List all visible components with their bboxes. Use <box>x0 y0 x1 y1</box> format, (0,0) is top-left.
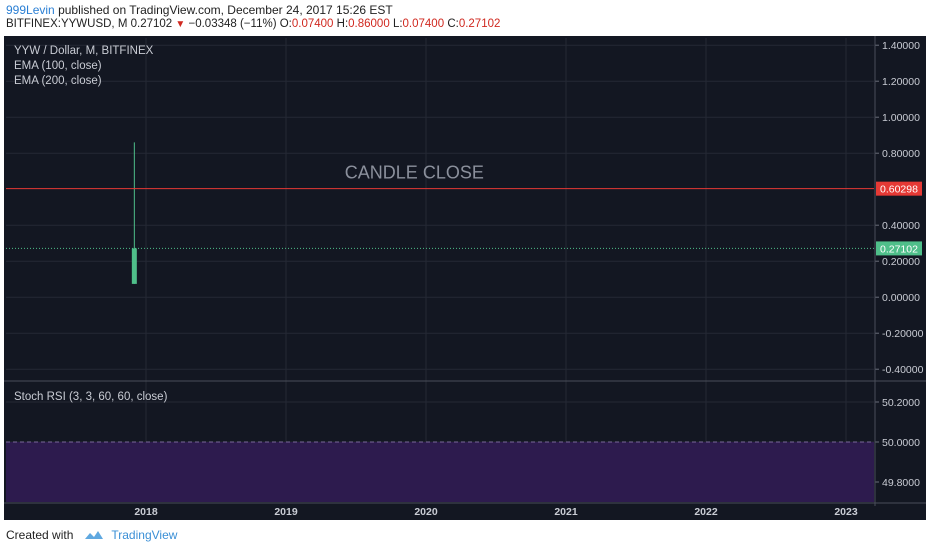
last-price-label-bg <box>876 241 922 256</box>
x-axis[interactable]: 2018 2019 2020 2021 2022 2023 <box>134 506 858 518</box>
close-value: 0.27102 <box>458 18 501 30</box>
y-tick-label: 0.20000 <box>882 256 920 268</box>
candle-series <box>131 142 137 284</box>
y-tick-label: 1.00000 <box>882 112 920 124</box>
publish-info: 999Levin published on TradingView.com, D… <box>6 3 393 17</box>
footer: Created with TradingView <box>6 528 177 542</box>
legend-ema-100[interactable]: EMA (100, close) <box>14 60 102 72</box>
x-tick-label: 2022 <box>694 506 718 518</box>
rsi-tick-label: 50.0000 <box>882 437 920 449</box>
tradingview-link[interactable]: TradingView <box>111 528 178 542</box>
last-price: 0.27102 <box>130 18 173 30</box>
x-tick-label: 2021 <box>554 506 578 518</box>
y-tick-label: 1.20000 <box>882 76 920 88</box>
legend-stoch-rsi[interactable]: Stoch RSI (3, 3, 60, 60, close) <box>14 391 168 403</box>
candle-body <box>131 248 137 284</box>
y-tick-label: 0.80000 <box>882 148 920 160</box>
legend-ema-200[interactable]: EMA (200, close) <box>14 75 102 87</box>
main-pane <box>6 38 874 380</box>
y-tick-label: 1.40000 <box>882 40 920 52</box>
low-label: L: <box>392 18 403 30</box>
x-tick-label: 2020 <box>414 506 438 518</box>
rsi-band <box>6 442 874 502</box>
price-change: −0.03348 (−11%) <box>188 18 277 30</box>
rsi-pane <box>6 401 874 502</box>
rsi-tick-label: 49.8000 <box>882 477 920 489</box>
close-label: C: <box>447 18 459 30</box>
down-triangle-icon: ▼ <box>175 19 186 30</box>
created-with-text: Created with <box>6 528 74 542</box>
main-grid <box>6 38 874 502</box>
price-lines <box>6 188 874 249</box>
low-value: 0.07400 <box>402 18 445 30</box>
x-tick-label: 2023 <box>834 506 858 518</box>
x-tick-label: 2018 <box>134 506 158 518</box>
hline-price-label: 0.60298 <box>880 184 918 196</box>
last-price-label: 0.27102 <box>880 243 918 255</box>
y-axis-rsi[interactable]: 50.2000 50.0000 49.8000 <box>875 397 920 489</box>
y-tick-label: -0.20000 <box>882 328 924 340</box>
y-tick-label: 0.00000 <box>882 292 920 304</box>
legend-symbol[interactable]: YYW / Dollar, M, BITFINEX <box>14 45 154 57</box>
chart-canvas[interactable]: 1.40000 1.20000 1.00000 0.80000 0.40000 0.200… <box>0 36 932 520</box>
ohlc-bar: BITFINEX:YYWUSD, M 0.27102 ▼ −0.03348 (−… <box>6 18 500 30</box>
candle-close-annotation[interactable]: CANDLE CLOSE <box>345 162 484 182</box>
published-text: published on TradingView.com, December 2… <box>58 3 393 17</box>
rsi-tick-label: 50.2000 <box>882 397 920 409</box>
high-value: 0.86000 <box>348 18 390 30</box>
y-tick-label: 0.40000 <box>882 220 920 232</box>
tradingview-cloud-icon <box>83 529 105 541</box>
open-value: 0.07400 <box>291 18 334 30</box>
x-tick-label: 2019 <box>274 506 298 518</box>
y-tick-label: -0.40000 <box>882 364 924 376</box>
open-label: O: <box>279 18 292 30</box>
author-link[interactable]: 999Levin <box>6 3 55 17</box>
hline-price-label-bg <box>876 181 922 196</box>
y-axis-main[interactable]: 1.40000 1.20000 1.00000 0.80000 0.40000 0.200… <box>875 40 924 376</box>
symbol-label: BITFINEX:YYWUSD, M <box>6 18 128 30</box>
high-label: H: <box>336 18 349 30</box>
